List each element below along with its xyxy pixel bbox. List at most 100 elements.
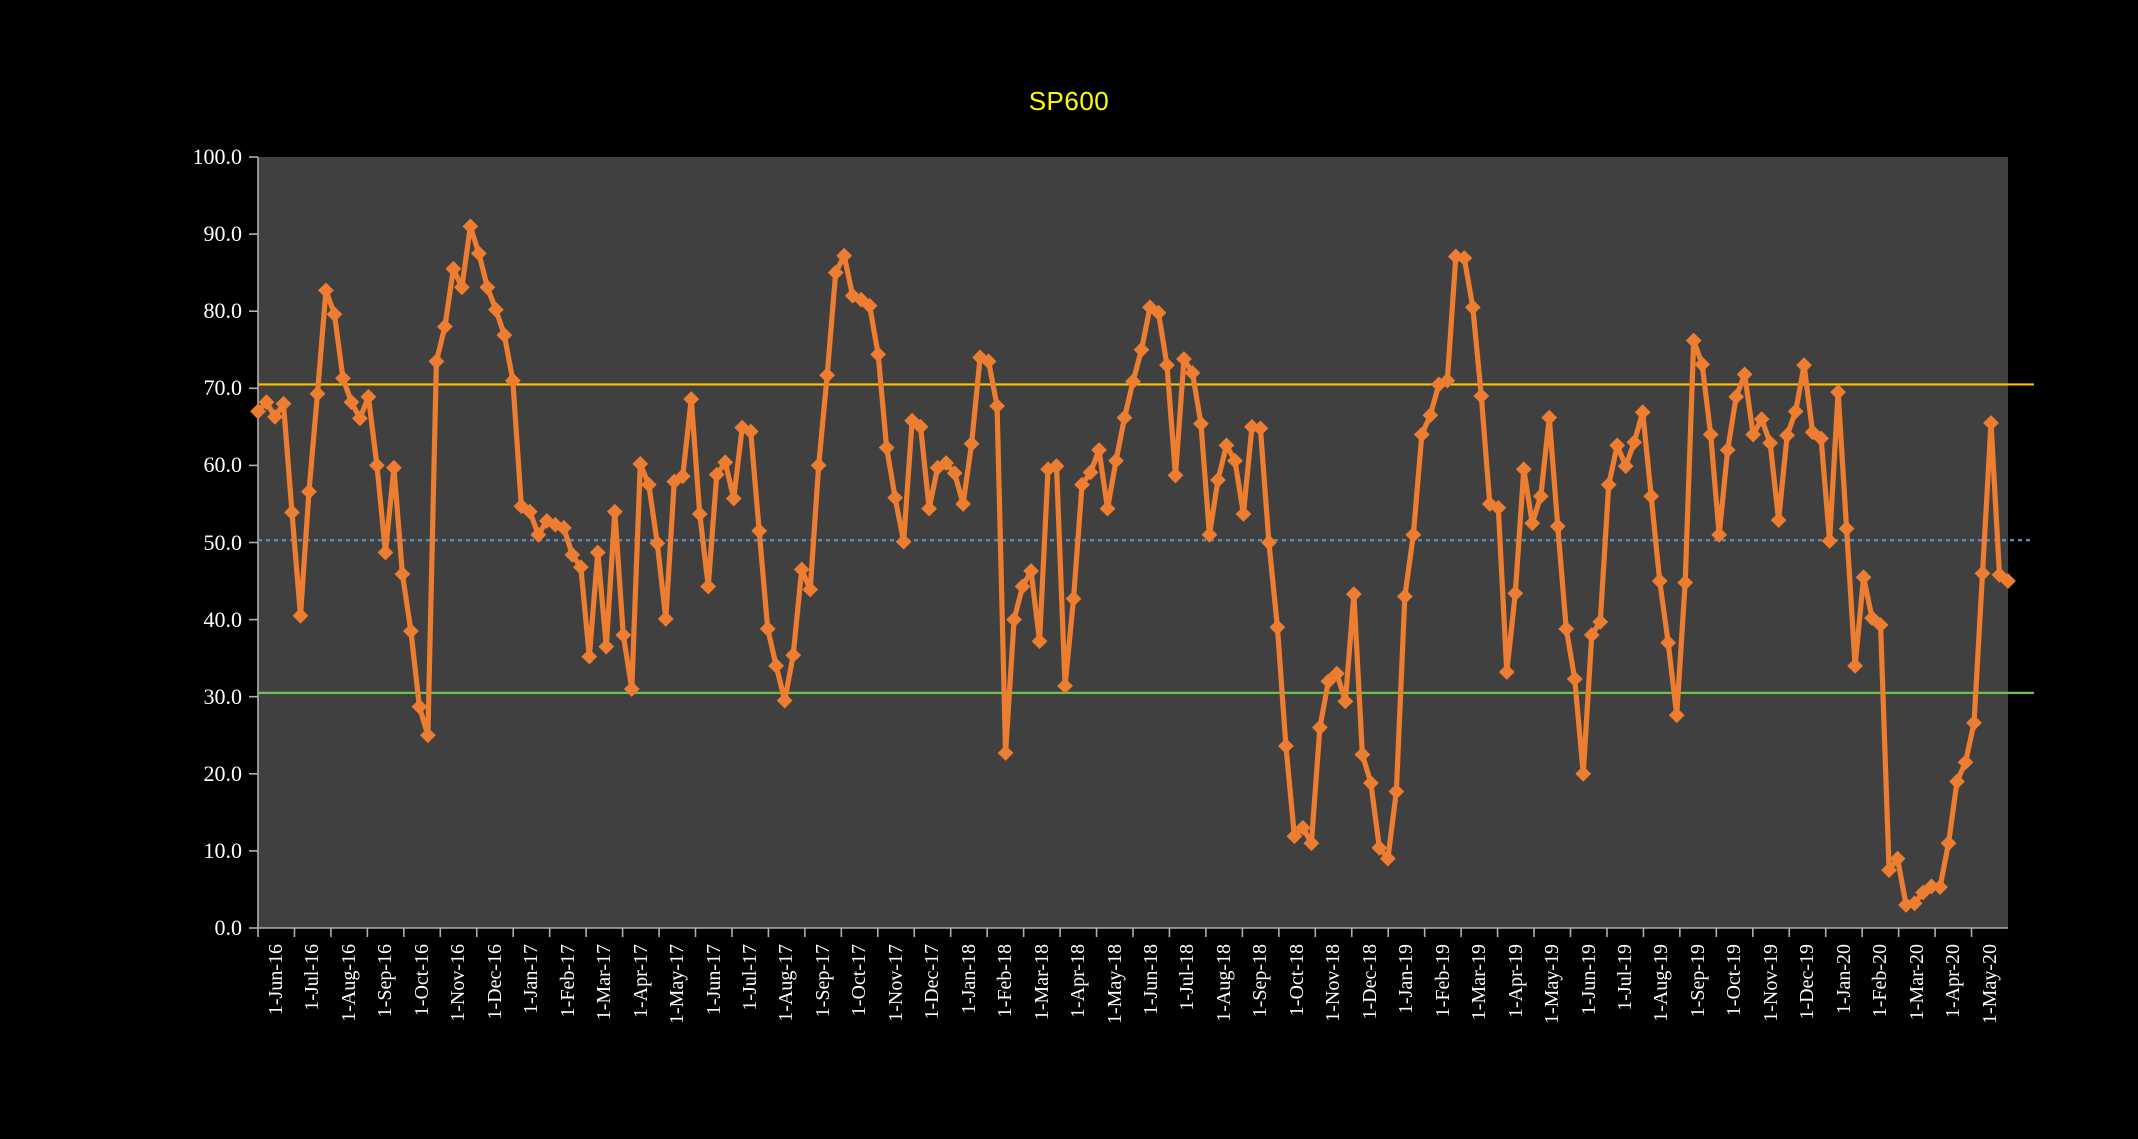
x-tick-label: 1-Oct-18 [1285,944,1308,1017]
x-tick-label: 1-Mar-18 [1030,944,1053,1021]
data-point-marker [1762,435,1779,451]
data-point-marker [1159,357,1175,374]
data-point-marker [258,394,275,411]
data-point-marker [1694,356,1711,373]
y-tick-label: 100.0 [192,144,243,169]
data-point-marker [1957,754,1974,771]
data-point-marker [2000,573,2016,589]
data-point-marker [1218,437,1235,454]
data-point-marker [1388,783,1405,800]
series-line-sp600 [255,223,2011,908]
data-point-marker [776,692,793,709]
data-point-marker [623,681,640,697]
data-point-marker [1558,620,1575,637]
x-tick-label: 1-Nov-17 [884,944,907,1022]
data-point-marker [1456,250,1473,266]
y-tick-label: 20.0 [203,760,243,786]
data-point-marker [411,698,428,715]
y-tick-label: 10.0 [203,837,243,863]
y-tick-label: 0.0 [214,915,243,940]
data-point-marker [895,533,912,550]
data-point-marker [1889,850,1906,867]
data-point-marker [369,457,385,474]
data-point-marker [487,301,504,318]
data-point-marker [878,439,895,456]
data-point-marker [1150,304,1167,321]
x-tick-label: 1-Mar-19 [1468,944,1491,1021]
data-point-marker [1813,430,1830,447]
x-tick-label: 1-Sep-16 [374,944,397,1018]
data-point-marker [963,435,980,452]
x-tick-label: 1-Apr-18 [1067,944,1090,1019]
reference-lines [258,383,2034,694]
data-point-marker [1439,372,1456,389]
x-tick-label: 1-Nov-19 [1759,944,1782,1022]
data-point-marker [1235,506,1252,522]
data-point-marker [335,370,351,387]
data-point-marker [1711,526,1728,543]
data-point-marker [1804,424,1821,441]
data-point-marker [1983,415,1999,431]
data-point-marker [1634,404,1651,421]
data-point-marker [1278,738,1294,754]
data-point-marker [1617,458,1634,475]
data-point-marker [572,559,589,576]
data-point-marker [1685,332,1702,349]
data-point-marker [946,465,963,482]
x-tick-label: 1-Dec-19 [1796,944,1819,1020]
data-point-markers [250,218,2016,913]
x-tick-label: 1-Jun-17 [702,944,725,1016]
data-point-marker [326,306,343,323]
data-point-marker [683,391,700,407]
data-point-marker [1838,520,1855,537]
data-point-marker [615,627,632,643]
x-tick-label: 1-Jul-18 [1176,944,1199,1011]
data-point-marker [785,647,802,663]
data-point-marker [1702,426,1719,443]
data-point-marker [453,279,470,296]
data-point-marker [912,418,929,435]
x-tick-label: 1-Dec-18 [1358,944,1381,1020]
data-point-marker [403,623,419,640]
data-point-marker [1167,467,1184,484]
data-point-marker [1821,533,1838,549]
data-point-marker [292,607,309,624]
data-point-marker [1609,437,1626,454]
data-point-marker [810,457,827,474]
data-point-marker [1779,427,1796,444]
data-point-marker [1227,452,1243,469]
data-point-marker [1566,671,1583,687]
x-tick-label: 1-Feb-17 [556,944,579,1018]
data-point-marker [547,516,564,533]
data-point-marker [1745,426,1762,443]
y-axis-tick-labels: 0.0 10.0 20.0 30.0 40.0 50.0 60.0 70.0 80.0 90.0 1… [0,0,243,1139]
data-point-marker [1345,586,1362,603]
data-point-marker [1643,488,1660,505]
data-point-marker [751,523,768,539]
data-point-marker [1949,773,1965,790]
x-axis-ticks [257,928,1973,937]
data-series-line [255,223,2011,908]
data-point-marker [819,367,836,384]
data-point-marker [1668,707,1685,724]
data-point-marker [1490,499,1507,516]
x-tick-label: 1-Sep-19 [1686,944,1709,1018]
data-point-marker [301,483,317,500]
x-axis-tick-labels: 1-Jun-16 1-Jul-16 1-Aug-16 1-Sep-16 1-Oct-16… [0,944,2138,1139]
axis-lines [257,157,2008,929]
x-tick-label: 1-Feb-18 [994,944,1017,1018]
data-point-marker [1091,442,1107,458]
data-point-marker [989,398,1005,414]
data-point-marker [1252,420,1269,437]
data-point-marker [1269,619,1286,636]
data-point-marker [1396,588,1413,605]
x-tick-label: 1-Jun-16 [265,944,287,1016]
data-point-marker [1328,665,1345,682]
data-point-marker [1261,534,1277,551]
data-point-marker [887,489,904,506]
data-point-marker [1354,746,1371,763]
x-tick-label: 1-Aug-18 [1212,944,1235,1022]
x-tick-label: 1-Mar-17 [593,944,616,1021]
data-point-marker [997,745,1014,761]
data-point-marker [827,264,844,281]
